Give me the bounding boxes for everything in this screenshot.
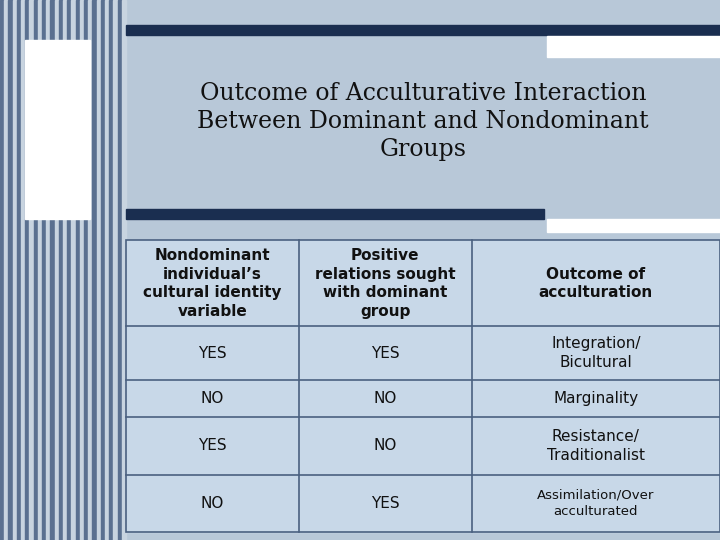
Bar <box>30 0 34 540</box>
Bar <box>109 0 114 540</box>
Bar <box>126 25 720 35</box>
Bar <box>21 0 25 540</box>
Text: YES: YES <box>198 346 227 361</box>
Text: Resistance/
Traditionalist: Resistance/ Traditionalist <box>546 429 645 463</box>
Bar <box>46 0 50 540</box>
Bar <box>126 209 544 219</box>
Text: YES: YES <box>371 496 400 511</box>
Bar <box>71 0 76 540</box>
Bar <box>37 0 42 540</box>
Bar <box>50 0 55 540</box>
Bar <box>84 0 89 540</box>
Bar <box>12 0 17 540</box>
Bar <box>547 36 720 57</box>
Text: Assimilation/Over
acculturated: Assimilation/Over acculturated <box>537 489 654 518</box>
Bar <box>105 0 109 540</box>
Bar <box>114 0 117 540</box>
Bar <box>17 0 21 540</box>
Text: NO: NO <box>374 438 397 454</box>
Text: YES: YES <box>198 438 227 454</box>
Bar <box>0 0 4 540</box>
Text: Outcome of Acculturative Interaction
Between Dominant and Nondominant
Groups: Outcome of Acculturative Interaction Bet… <box>197 82 649 161</box>
Bar <box>25 0 30 540</box>
Text: YES: YES <box>371 346 400 361</box>
Bar <box>76 0 80 540</box>
Bar <box>96 0 101 540</box>
Bar <box>42 0 46 540</box>
Text: Positive
relations sought
with dominant
group: Positive relations sought with dominant … <box>315 248 456 319</box>
Bar <box>67 0 71 540</box>
Bar <box>547 219 720 232</box>
Bar <box>122 0 126 540</box>
Bar <box>63 0 67 540</box>
Bar <box>126 240 720 532</box>
Bar <box>9 0 12 540</box>
Bar <box>59 0 63 540</box>
Bar <box>25 40 90 219</box>
Bar <box>117 0 122 540</box>
Text: Nondominant
individual’s
cultural identity
variable: Nondominant individual’s cultural identi… <box>143 248 282 319</box>
Text: NO: NO <box>201 496 224 511</box>
Bar <box>80 0 84 540</box>
Bar <box>92 0 96 540</box>
Bar <box>89 0 92 540</box>
Bar <box>55 0 59 540</box>
Bar <box>34 0 37 540</box>
Text: NO: NO <box>374 391 397 406</box>
Text: Integration/
Bicultural: Integration/ Bicultural <box>551 336 641 370</box>
Text: Outcome of
acculturation: Outcome of acculturation <box>539 267 653 300</box>
Bar <box>126 240 720 532</box>
Bar <box>4 0 9 540</box>
Bar <box>101 0 105 540</box>
Text: NO: NO <box>201 391 224 406</box>
Text: Marginality: Marginality <box>553 391 639 406</box>
